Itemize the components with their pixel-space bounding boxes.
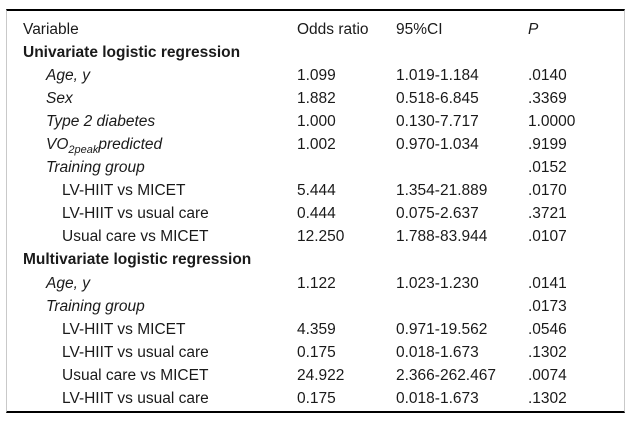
table-row-vo2peak: VO2peakpredicted 1.002 0.970-1.034 .9199 [23,133,624,156]
variable-cell: Usual care vs MICET [62,366,209,384]
ci-cell: 2.366-262.467 [396,366,496,384]
odds-ratio-cell: 1.002 [297,136,336,154]
odds-ratio-cell: 0.175 [297,343,336,361]
table-row: Training group .0173 [23,295,624,318]
odds-ratio-cell: 0.175 [297,390,336,408]
ci-cell: 0.130-7.717 [396,112,479,130]
variable-cell: VO2peakpredicted [23,136,297,157]
variable-cell: Age, y [46,274,90,292]
odds-ratio-cell: 1.099 [297,66,336,84]
p-value-cell: .0107 [528,228,567,246]
odds-ratio-cell: 1.882 [297,89,336,107]
table-row: Age, y 1.122 1.023-1.230 .0141 [23,272,624,295]
p-value-cell: 1.0000 [528,112,576,130]
ci-cell: 0.075-2.637 [396,205,479,223]
variable-cell: Type 2 diabetes [46,112,156,130]
odds-ratio-cell: 5.444 [297,182,336,200]
variable-cell: Training group [46,159,145,177]
p-value-cell: .0074 [528,366,567,384]
ci-cell: 1.788-83.944 [396,228,488,246]
p-value-cell: .0140 [528,66,567,84]
p-value-cell: .1302 [528,343,567,361]
ci-cell: 1.023-1.230 [396,274,479,292]
table-row-section-multivariate: Multivariate logistic regression [23,249,624,272]
column-header-95ci: 95%CI [396,20,443,38]
p-value-cell: .1302 [528,390,567,408]
odds-ratio-cell: 24.922 [297,366,345,384]
table-row: Age, y 1.099 1.019-1.184 .0140 [23,64,624,87]
table-row: LV-HIIT vs MICET 4.359 0.971-19.562 .054… [23,318,624,341]
table-row: Training group .0152 [23,157,624,180]
ci-cell: 1.019-1.184 [396,66,479,84]
table-row: Usual care vs MICET 12.250 1.788-83.944 … [23,226,624,249]
ci-cell: 0.518-6.845 [396,89,479,107]
table-row: LV-HIIT vs usual care 0.175 0.018-1.673 … [23,341,624,364]
p-value-cell: .0170 [528,182,567,200]
odds-ratio-cell: 12.250 [297,228,345,246]
column-header-odds-ratio: Odds ratio [297,20,369,38]
variable-cell: LV-HIIT vs MICET [62,320,186,338]
p-value-cell: .0546 [528,320,567,338]
vo2-label-prefix: VO [46,136,69,154]
ci-cell: 0.970-1.034 [396,136,479,154]
odds-ratio-cell: 4.359 [297,320,336,338]
table-row: LV-HIIT vs usual care 0.444 0.075-2.637 … [23,203,624,226]
variable-cell: LV-HIIT vs MICET [62,182,186,200]
variable-cell: Sex [46,89,73,107]
regression-results-table: Variable Odds ratio 95%CI P Univariate l… [6,9,625,413]
table-row: LV-HIIT vs usual care 0.175 0.018-1.673 … [23,388,624,411]
table-row: LV-HIIT vs MICET 5.444 1.354-21.889 .017… [23,180,624,203]
variable-cell: LV-HIIT vs usual care [62,343,209,361]
column-header-p-value: P [528,20,539,38]
column-header-variable: Variable [23,20,79,38]
variable-cell: LV-HIIT vs usual care [62,390,209,408]
p-value-cell: .3369 [528,89,567,107]
vo2-label-suffix: predicted [98,136,163,154]
ci-cell: 0.018-1.673 [396,343,479,361]
ci-cell: 1.354-21.889 [396,182,488,200]
p-value-cell: .3721 [528,205,567,223]
table-row: Sex 1.882 0.518-6.845 .3369 [23,87,624,110]
vo2-label-subscript: 2peak [68,144,99,157]
section-header-label: Univariate logistic regression [23,43,241,61]
section-header-label: Multivariate logistic regression [23,251,252,269]
ci-cell: 0.971-19.562 [396,320,488,338]
odds-ratio-cell: 0.444 [297,205,336,223]
table-row-section-univariate: Univariate logistic regression [23,41,624,64]
p-value-cell: .0173 [528,297,567,315]
variable-cell: LV-HIIT vs usual care [62,205,209,223]
variable-cell: Age, y [46,66,90,84]
ci-cell: 0.018-1.673 [396,390,479,408]
p-value-cell: .9199 [528,136,567,154]
table-row: Usual care vs MICET 24.922 2.366-262.467… [23,364,624,387]
table-row: Type 2 diabetes 1.000 0.130-7.717 1.0000 [23,110,624,133]
p-value-cell: .0152 [528,159,567,177]
variable-cell: Usual care vs MICET [62,228,209,246]
table-header-row: Variable Odds ratio 95%CI P [23,18,624,41]
variable-cell: Training group [46,297,145,315]
odds-ratio-cell: 1.122 [297,274,336,292]
odds-ratio-cell: 1.000 [297,112,336,130]
p-value-cell: .0141 [528,274,567,292]
